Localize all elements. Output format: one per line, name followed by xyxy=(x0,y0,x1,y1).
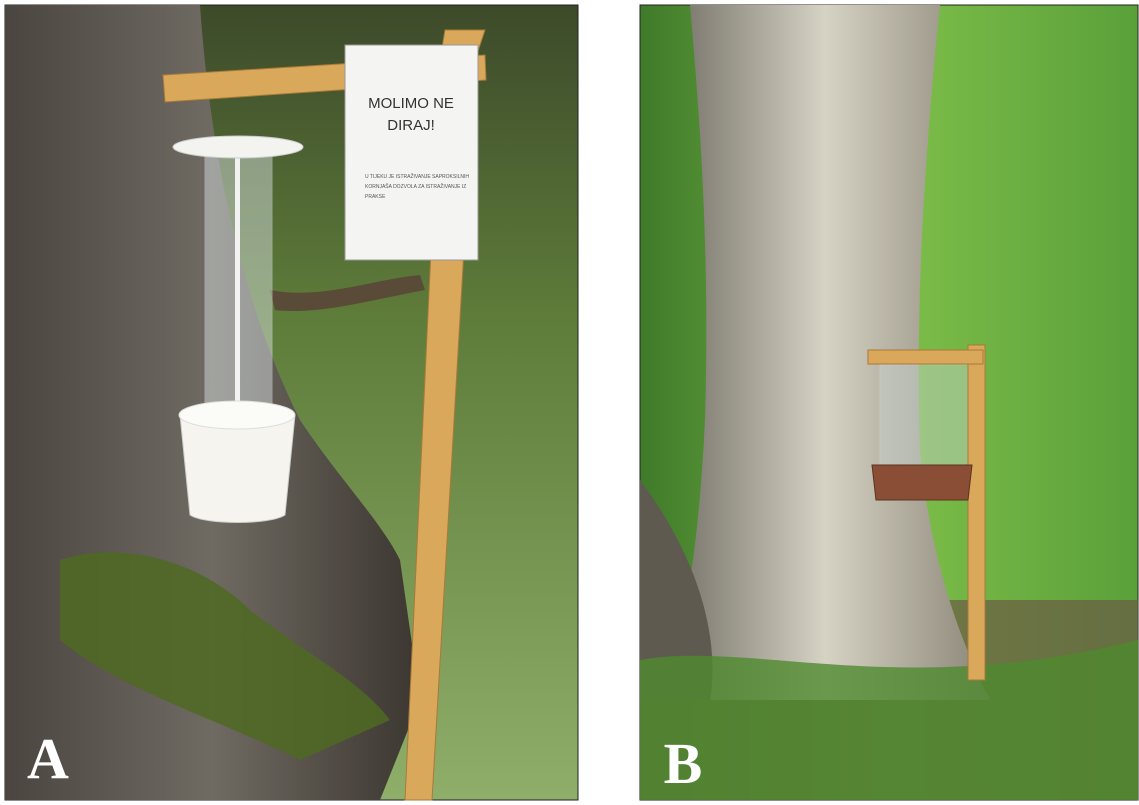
panel-label: B xyxy=(664,731,703,796)
sign-text: KORNJAŠA DOZVOLA ZA ISTRAŽIVANJE IZ xyxy=(365,182,466,190)
sign-heading: MOLIMO NE xyxy=(368,95,454,112)
trap-rod xyxy=(235,150,240,405)
tree-trunk xyxy=(660,5,990,700)
sign-text: PRAKSE xyxy=(365,194,386,200)
wooden-arm xyxy=(867,349,984,365)
panel-a: MOLIMO NE DIRAJ! U TIJEKU JE ISTRAŽIVANJ… xyxy=(4,4,579,801)
trap-tray xyxy=(871,464,973,501)
sign-heading: DIRAJ! xyxy=(387,117,435,134)
panel-b: B xyxy=(639,4,1139,801)
moss xyxy=(60,552,390,760)
panel-label: A xyxy=(27,726,69,791)
trap-glass xyxy=(879,364,969,468)
branch xyxy=(270,275,425,311)
trap-lid xyxy=(172,135,304,159)
undergrowth xyxy=(640,640,1138,800)
wooden-post xyxy=(967,344,986,681)
sign-text: U TIJEKU JE ISTRAŽIVANJE SAPROKSILNIH xyxy=(365,172,469,180)
bucket-rim xyxy=(178,400,296,430)
sign xyxy=(344,44,479,261)
root xyxy=(640,480,713,700)
bucket xyxy=(179,414,296,523)
